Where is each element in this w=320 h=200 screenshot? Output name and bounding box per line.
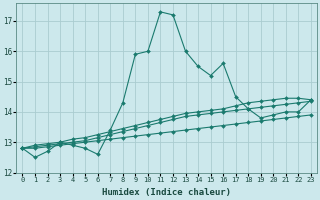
- X-axis label: Humidex (Indice chaleur): Humidex (Indice chaleur): [102, 188, 231, 197]
